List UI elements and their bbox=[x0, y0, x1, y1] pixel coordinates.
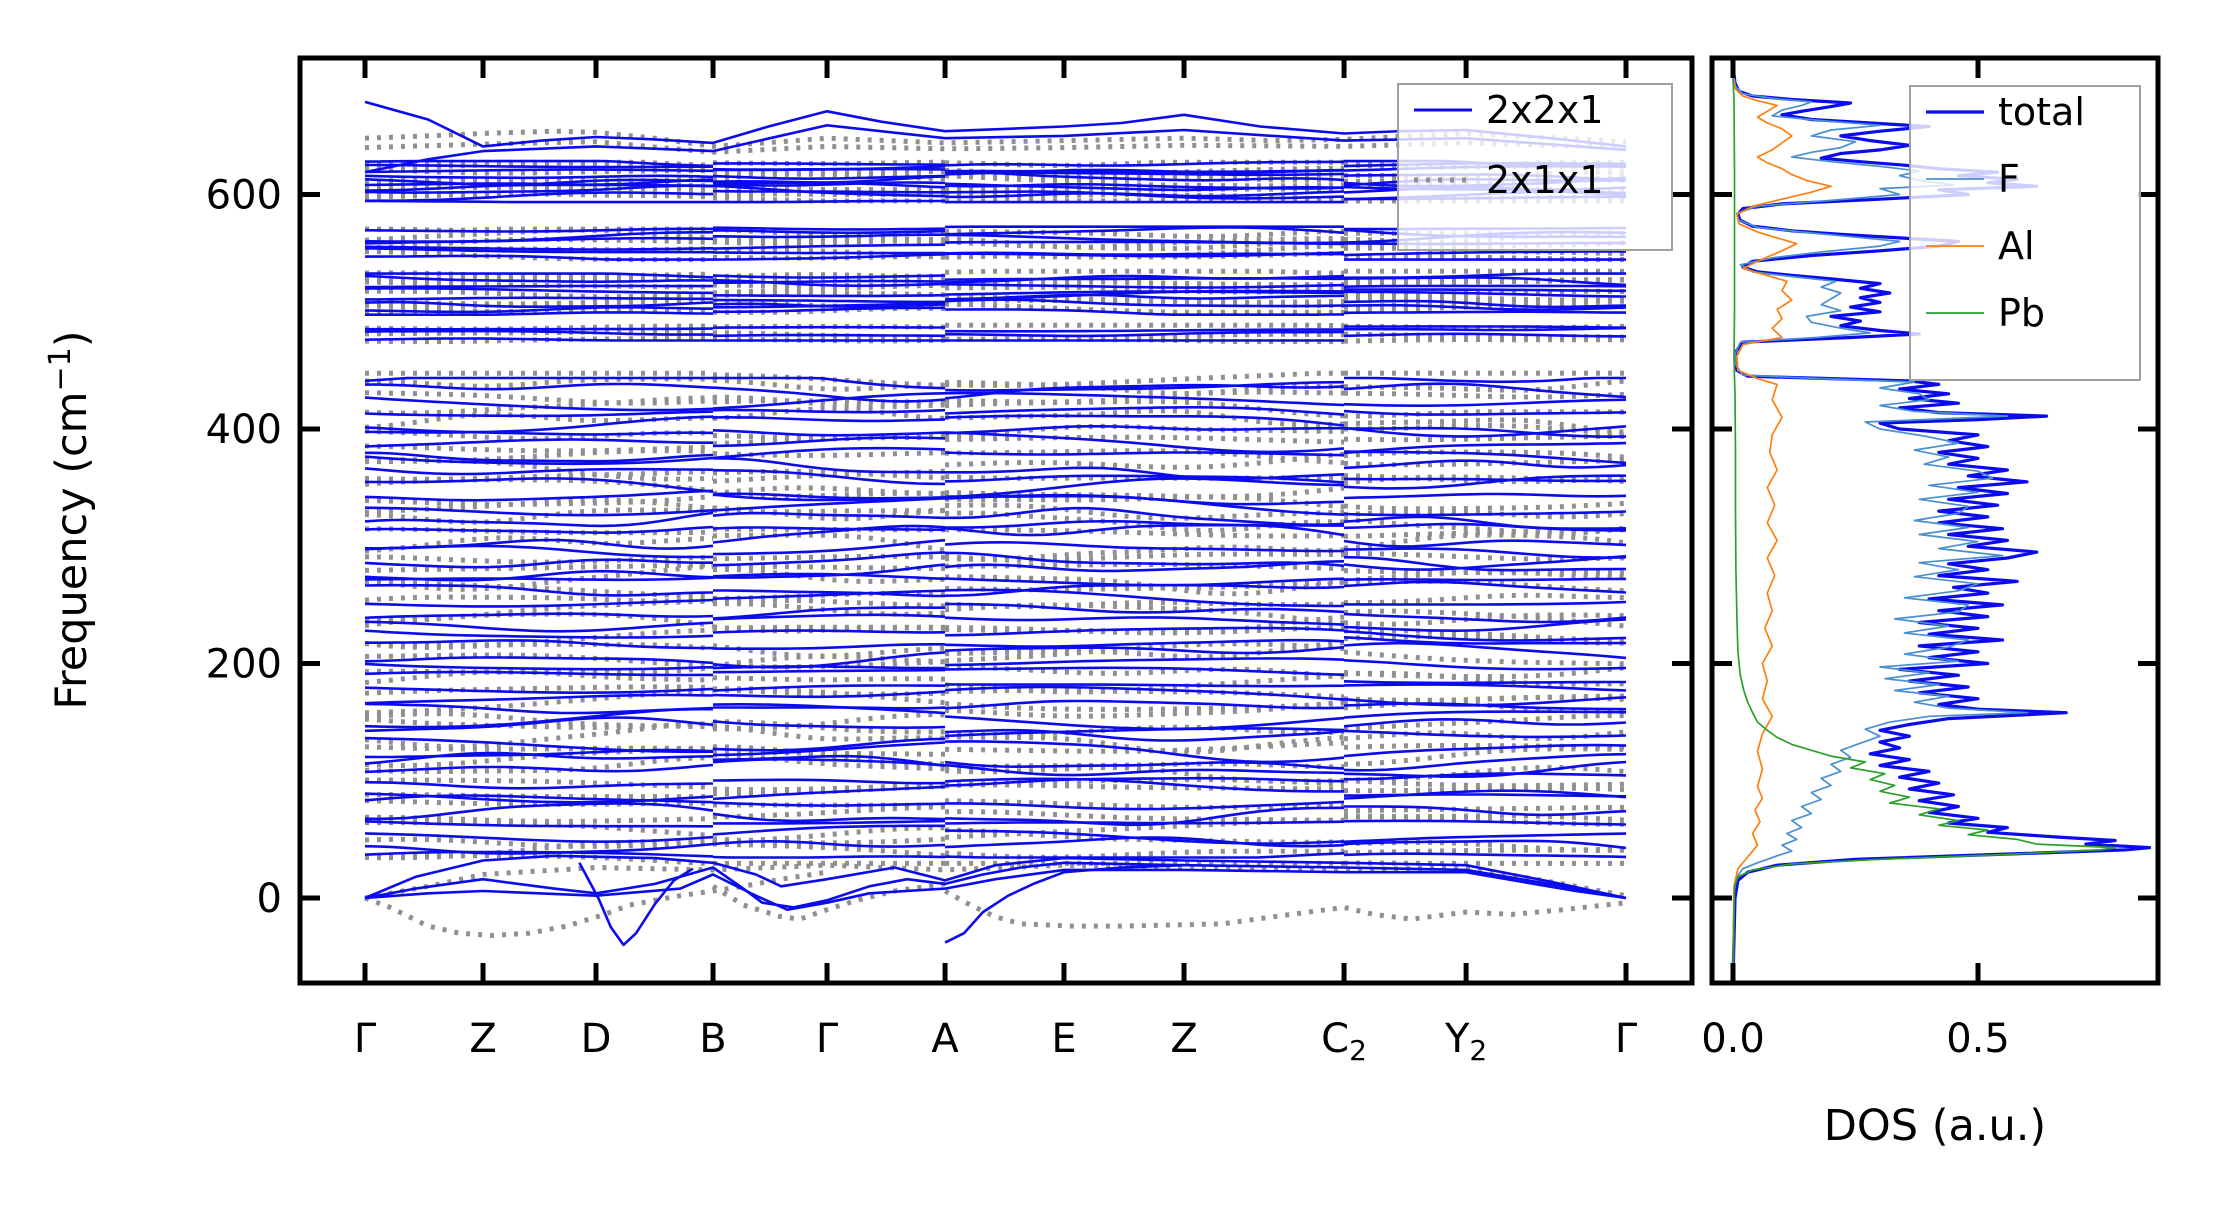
ktick-label: C2 bbox=[1321, 1016, 1367, 1067]
dos-curve-Al bbox=[1732, 77, 1832, 981]
frequency-axis-title: Frequency (cm−1) bbox=[43, 330, 97, 709]
legend-label-Pb: Pb bbox=[1998, 291, 2045, 335]
band-axes bbox=[297, 55, 1695, 986]
ytick-label: 600 bbox=[206, 173, 282, 219]
bands-2x2x1-series bbox=[364, 100, 1627, 947]
axis-labels: 0 200 400 600 Γ Z D B Γ A E Z C2 Y2 Γ 0.0 0.5 DOS (a.u.) F… bbox=[43, 173, 2046, 1152]
ktick-label: A bbox=[931, 1016, 959, 1062]
dos-xtick-label: 0.5 bbox=[1946, 1016, 2010, 1062]
ktick-label: Z bbox=[469, 1016, 496, 1062]
dos-xtick-label: 0.0 bbox=[1701, 1016, 1765, 1062]
ktick-label: B bbox=[699, 1016, 726, 1062]
legend-label-2x1x1: 2x1x1 bbox=[1486, 158, 1604, 202]
legend-label-Al: Al bbox=[1998, 224, 2035, 268]
ktick-label: Γ bbox=[816, 1016, 839, 1062]
ytick-label: 0 bbox=[257, 876, 282, 922]
ktick-label: E bbox=[1051, 1016, 1076, 1062]
ktick-label: Γ bbox=[354, 1016, 377, 1062]
legend-label-2x2x1: 2x2x1 bbox=[1486, 88, 1604, 132]
dos-axes bbox=[1709, 55, 2161, 986]
ytick-label: 200 bbox=[206, 642, 282, 688]
dos-curve-Pb bbox=[1732, 77, 2117, 981]
ytick-label: 400 bbox=[206, 407, 282, 453]
dos-xaxis-title: DOS (a.u.) bbox=[1824, 1101, 2046, 1151]
ktick-label: Z bbox=[1170, 1016, 1197, 1062]
ktick-label: D bbox=[581, 1016, 612, 1062]
legend-label-total: total bbox=[1998, 90, 2085, 134]
legend-band-panel: 2x2x1 2x1x1 bbox=[1397, 83, 1673, 251]
band-structure-plot-area bbox=[364, 100, 1627, 947]
ktick-label: Y2 bbox=[1444, 1016, 1487, 1067]
dos-curve-F bbox=[1732, 71, 2028, 981]
ktick-label: Γ bbox=[1615, 1016, 1638, 1062]
legend-label-F: F bbox=[1998, 157, 2020, 201]
legend-dos-panel: total F Al Pb bbox=[1909, 85, 2141, 381]
